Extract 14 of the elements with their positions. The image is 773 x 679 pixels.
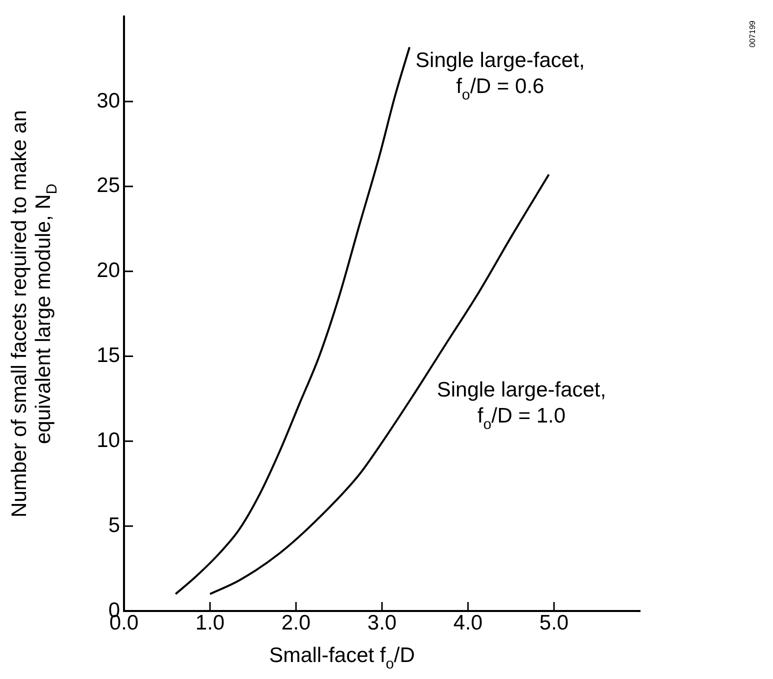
y-tick-label: 5: [108, 514, 120, 537]
text: 007199: [748, 20, 758, 48]
y-tick-label: 30: [96, 89, 120, 112]
y-tick-label: 25: [96, 174, 120, 198]
y-tick-label: 15: [96, 344, 120, 368]
y-tick-label: 20: [96, 259, 120, 282]
x-tick-label: 1.0: [195, 611, 225, 634]
y-axis-title: Number of small facets required to make an equivalent large module, ND: [8, 110, 60, 518]
x-tick-label: 3.0: [367, 611, 397, 634]
y-tick-label: 10: [96, 428, 120, 452]
x-tick-label: 4.0: [453, 611, 483, 634]
line-series: [174, 46, 411, 596]
x-tick-label: 2.0: [281, 611, 311, 634]
x-tick-label: 5.0: [539, 611, 569, 634]
